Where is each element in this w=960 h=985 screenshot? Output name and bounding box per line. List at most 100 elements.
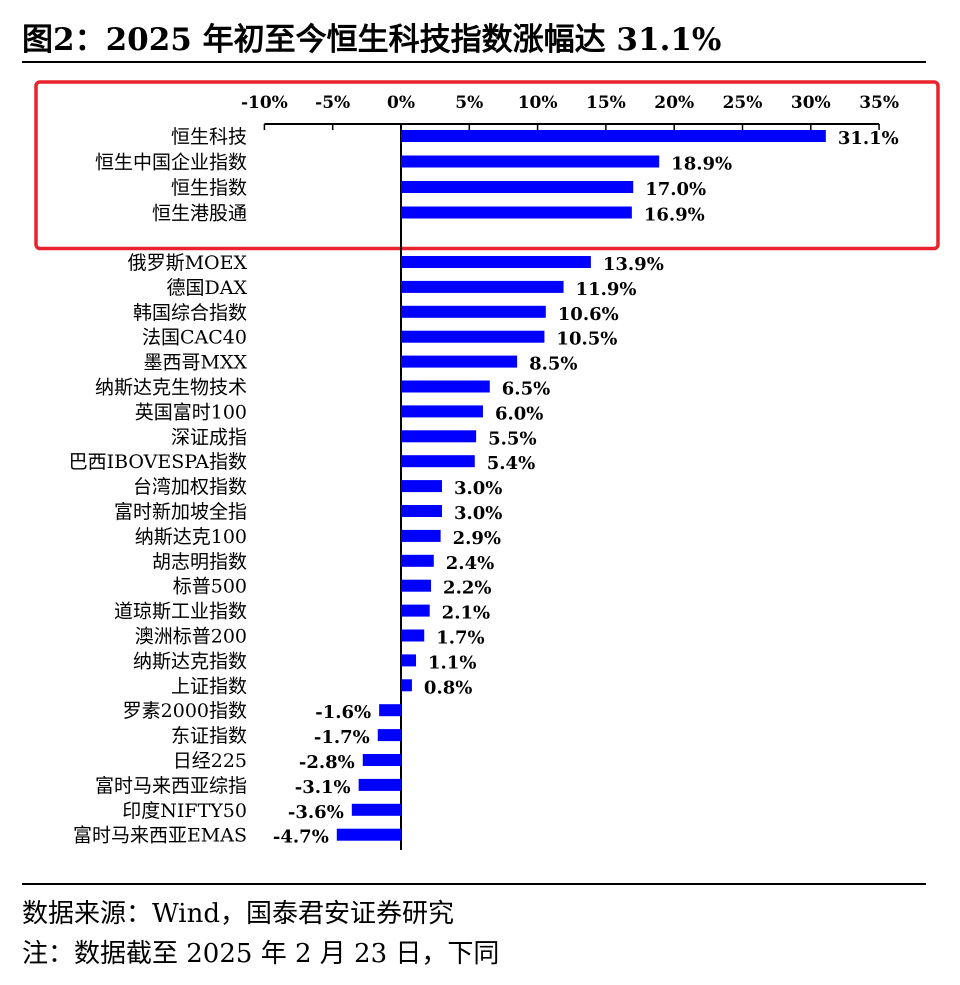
date-note: 注：数据截至 2025 年 2 月 23 日，下同 — [22, 939, 500, 969]
bar — [401, 455, 475, 468]
value-label: 8.5% — [529, 354, 577, 375]
value-label: 10.5% — [556, 329, 617, 350]
bar — [401, 405, 483, 418]
bar — [362, 754, 401, 766]
bar — [401, 380, 490, 393]
category-label: 纳斯达克指数 — [133, 650, 247, 672]
value-label: -3.1% — [295, 777, 351, 798]
bar — [401, 505, 442, 517]
category-label: 恒生港股通 — [152, 203, 247, 225]
category-label: 英国富时100 — [135, 401, 247, 423]
bar — [401, 181, 634, 193]
bar — [401, 679, 412, 692]
value-label: -1.7% — [314, 727, 370, 748]
category-label: 日经225 — [173, 750, 247, 772]
category-label: 标普500 — [173, 576, 247, 598]
category-label: 道琼斯工业指数 — [114, 601, 247, 623]
value-label: 6.5% — [502, 379, 550, 400]
value-label: 5.5% — [488, 428, 536, 449]
value-label: 2.2% — [443, 578, 491, 599]
footer-rule — [22, 883, 926, 885]
category-label: 澳洲标普200 — [135, 626, 247, 648]
category-label: 富时新加坡全指 — [114, 501, 247, 523]
x-tick-label: 20% — [654, 93, 694, 113]
bar — [401, 604, 430, 617]
category-label: 富时马来西亚综指 — [95, 775, 247, 797]
value-label: 6.0% — [495, 403, 543, 424]
value-label: 1.1% — [428, 652, 476, 673]
value-label: 13.9% — [603, 254, 664, 275]
x-tick-label: -10% — [241, 93, 288, 113]
category-label: 德国DAX — [167, 277, 248, 299]
category-label: 恒生指数 — [171, 177, 247, 199]
category-label: 罗素2000指数 — [123, 700, 247, 722]
category-label: 俄罗斯MOEX — [128, 252, 248, 274]
category-label: 纳斯达克100 — [135, 526, 247, 548]
bar — [351, 803, 401, 816]
x-tick-label: 15% — [586, 93, 626, 113]
source-note: 数据来源：Wind，国泰君安证券研究 — [22, 899, 454, 929]
bar — [336, 828, 401, 841]
value-label: 2.9% — [453, 528, 501, 549]
category-label: 台湾加权指数 — [133, 476, 247, 498]
category-label: 印度NIFTY50 — [122, 800, 247, 822]
x-tick-label: 10% — [518, 93, 558, 113]
category-label: 恒生中国企业指数 — [95, 152, 247, 174]
value-label: 2.4% — [446, 553, 494, 574]
value-label: 0.8% — [424, 677, 472, 698]
bar — [401, 529, 441, 542]
bar — [401, 654, 417, 667]
category-label: 法国CAC40 — [142, 327, 247, 349]
value-label: -2.8% — [299, 752, 355, 773]
bar — [401, 130, 826, 142]
category-label: 巴西IBOVESPA指数 — [69, 451, 247, 473]
x-tick-label: -5% — [315, 93, 350, 113]
value-label: 31.1% — [838, 128, 899, 149]
category-label: 上证指数 — [171, 675, 247, 697]
title-rule — [22, 61, 926, 63]
value-label: 17.0% — [645, 179, 706, 200]
bar — [401, 480, 442, 493]
highlight-box — [34, 80, 940, 251]
value-label: -4.7% — [273, 827, 329, 848]
category-label: 富时马来西亚EMAS — [73, 825, 247, 847]
value-label: 10.6% — [558, 304, 619, 325]
value-label: 16.9% — [644, 205, 705, 226]
value-label: 2.1% — [442, 603, 490, 624]
category-label: 墨西哥MXX — [143, 352, 247, 374]
x-tick-label: 25% — [723, 93, 763, 113]
bar — [401, 330, 545, 343]
bar — [401, 206, 632, 219]
category-label: 胡志明指数 — [152, 551, 247, 573]
value-label: -3.6% — [288, 802, 344, 823]
bar — [401, 280, 564, 293]
category-label: 韩国综合指数 — [133, 302, 247, 324]
bar — [379, 704, 401, 717]
value-label: -1.6% — [315, 702, 371, 723]
bar — [401, 155, 660, 168]
value-label: 1.7% — [436, 628, 484, 649]
x-tick-label: 30% — [791, 93, 831, 113]
category-label: 恒生科技 — [171, 126, 247, 148]
bar — [377, 729, 401, 742]
value-label: 18.9% — [671, 154, 732, 175]
category-label: 深证成指 — [171, 426, 247, 448]
bar — [401, 355, 518, 368]
bar — [401, 554, 434, 567]
value-label: 3.0% — [454, 503, 502, 524]
bar — [401, 305, 546, 318]
x-tick-label: 35% — [859, 93, 899, 113]
x-tick-label: 5% — [455, 93, 483, 113]
bar — [401, 579, 432, 592]
bar — [401, 430, 477, 443]
value-label: 5.4% — [487, 453, 535, 474]
value-label: 11.9% — [576, 279, 637, 300]
category-label: 纳斯达克生物技术 — [95, 377, 247, 399]
x-tick-label: 0% — [387, 93, 415, 113]
value-label: 3.0% — [454, 478, 502, 499]
bar — [401, 256, 591, 268]
category-label: 东证指数 — [171, 725, 247, 747]
bar — [358, 778, 401, 791]
bar-chart: -10% -5% 0% 5% 10% 15% 20% 25% 30% 35% 恒生科技 31.1% 恒… — [34, 80, 940, 850]
bar — [401, 629, 425, 642]
